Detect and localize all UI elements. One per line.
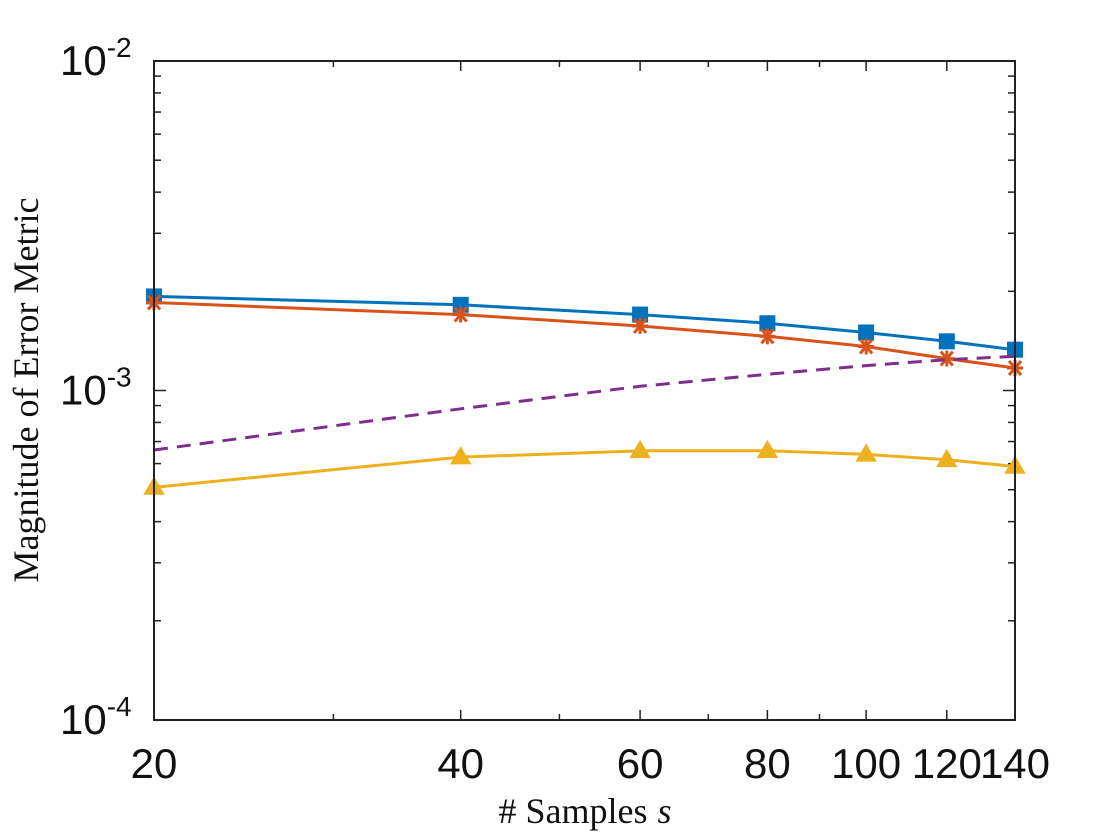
plot-frame (153, 60, 1016, 721)
data-point-square (858, 324, 875, 341)
data-point-asterisk (759, 328, 776, 345)
y-tick-labels: 10-4 10-3 10-2 (60, 32, 132, 743)
data-point-triangle (756, 439, 779, 459)
data-point-square (938, 333, 955, 350)
data-point-square (759, 315, 776, 332)
data-point-asterisk (452, 306, 469, 323)
y-tick-label: 10-4 (60, 691, 132, 743)
y-tick-label: 10-3 (60, 362, 132, 414)
x-axis-title: # Samples s (498, 791, 671, 831)
x-tick-label: 60 (617, 740, 664, 787)
data-point-triangle (449, 446, 472, 465)
x-tick-label: 140 (980, 740, 1050, 787)
series-series-3 (153, 354, 1016, 452)
data-point-triangle (629, 439, 651, 459)
data-point-asterisk (632, 317, 649, 334)
y-tick-label: 10-2 (60, 32, 132, 84)
x-tick-label: 40 (437, 740, 484, 787)
y-axis-title: Magnitude of Error Metric (6, 198, 46, 583)
series-series-4 (143, 439, 1026, 495)
x-tick-label: 80 (744, 740, 791, 787)
data-point-asterisk (938, 350, 955, 367)
x-tick-label: 120 (912, 740, 982, 787)
x-tick-label: 100 (831, 740, 901, 787)
x-tick-label: 20 (131, 740, 178, 787)
series-layer (143, 288, 1026, 495)
data-point-triangle (855, 443, 877, 462)
data-point-triangle (936, 448, 958, 468)
series-line (153, 354, 1016, 452)
data-point-asterisk (858, 338, 875, 355)
ticks-layer (153, 60, 1016, 721)
